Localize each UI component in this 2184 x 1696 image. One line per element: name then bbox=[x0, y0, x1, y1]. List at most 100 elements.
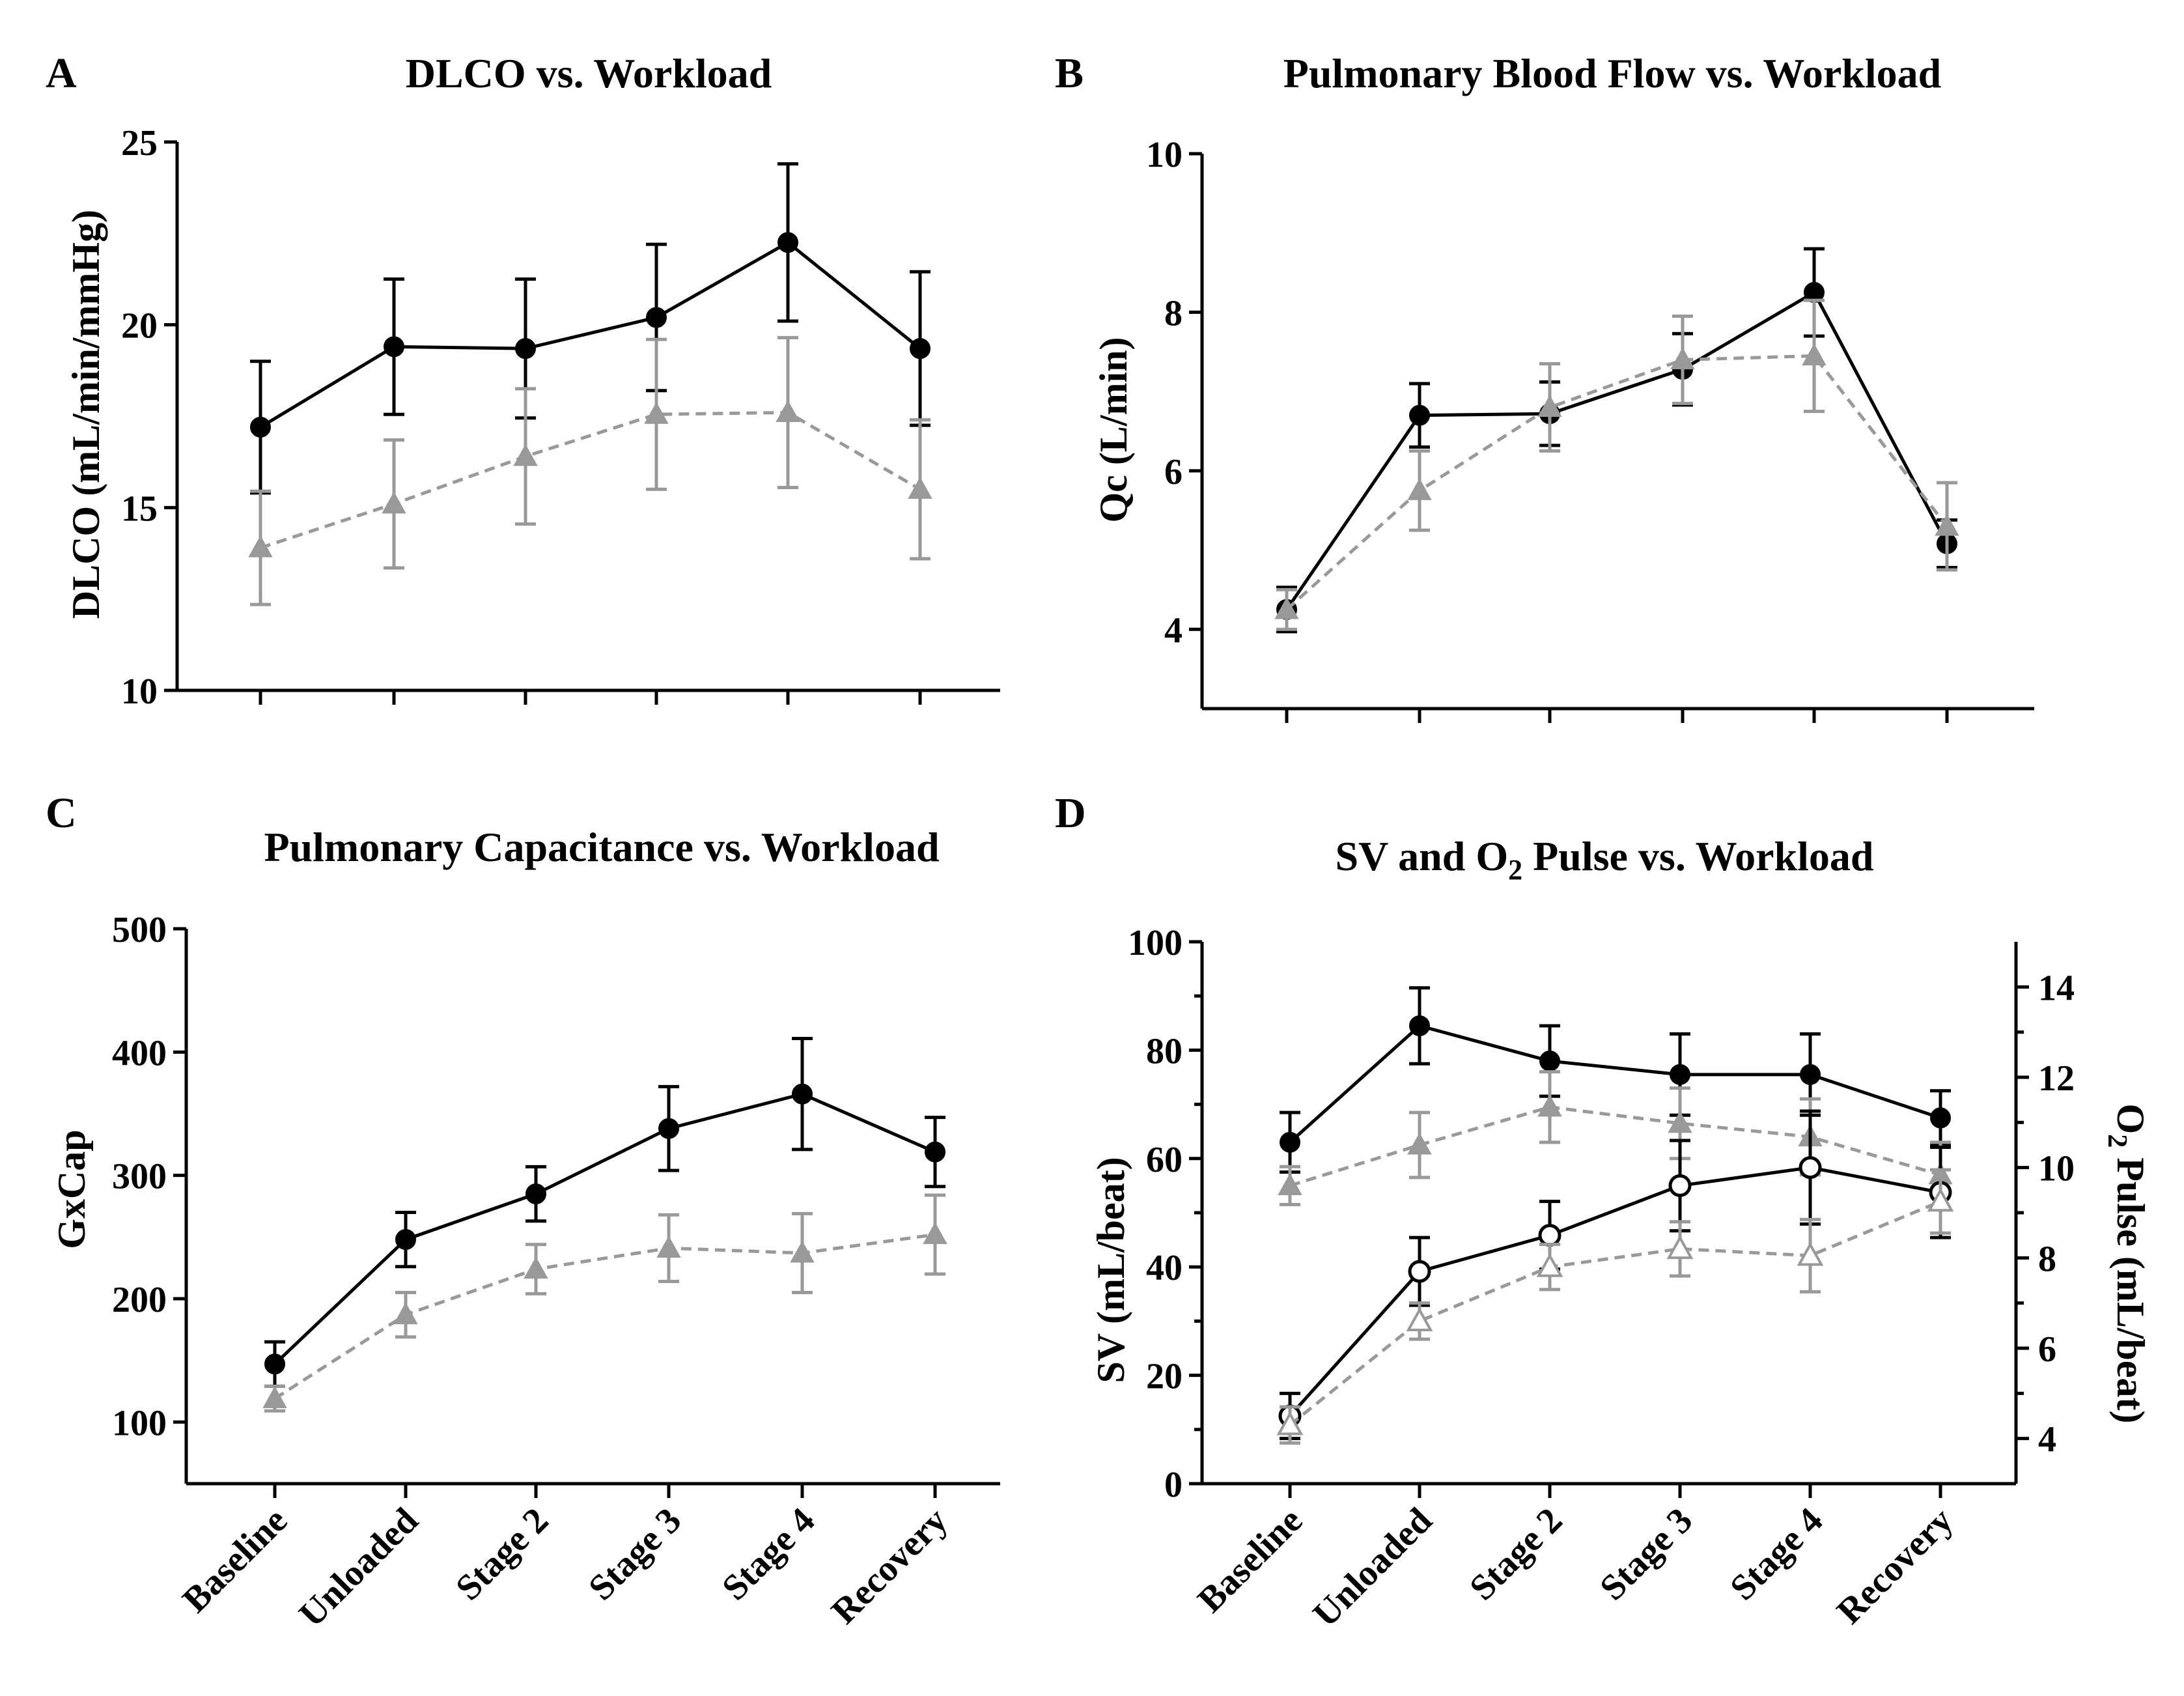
panel-a-title: DLCO vs. Workload bbox=[406, 50, 772, 96]
panel-a-y-tick-label: 20 bbox=[121, 306, 158, 346]
panel-c-group-2-marker bbox=[923, 1222, 947, 1245]
panel-b-group-2-marker bbox=[1407, 478, 1432, 500]
panel-c-category-label: Recovery bbox=[824, 1500, 955, 1632]
panel-d-o2-pulse-group-1-line bbox=[1289, 1166, 1941, 1417]
panel-c: C Pulmonary Capacitance vs. Workload GxC… bbox=[46, 789, 1000, 1635]
panel-a-group-1-line bbox=[259, 240, 921, 429]
panel-d-o2-pulse-group-2-line bbox=[1289, 1200, 1941, 1426]
panel-d-letter: D bbox=[1055, 789, 1086, 837]
panel-d-sv-group-1-marker bbox=[1280, 1131, 1300, 1153]
panel-d-sv-group-1-series bbox=[1280, 986, 1951, 1174]
panel-d-o2-pulse-group-1-marker bbox=[1668, 1174, 1692, 1197]
panel-c-group-1-marker bbox=[264, 1353, 285, 1375]
panel-d-sv-group-1-marker bbox=[1539, 1051, 1560, 1072]
panel-c-group-2-marker bbox=[656, 1236, 681, 1258]
panel-d-o2-pulse-group-2-marker bbox=[1536, 1253, 1563, 1277]
panel-d-y-tick-label: 60 bbox=[1146, 1140, 1183, 1180]
panel-c-group-2-marker bbox=[524, 1256, 548, 1279]
panel-d-y-axis-label: SV (mL/beat) bbox=[1089, 1157, 1132, 1383]
panel-d-o2-pulse-group-1-marker bbox=[1408, 1260, 1431, 1283]
panel-c-category-label: Stage 2 bbox=[448, 1500, 556, 1608]
panel-b-group-2-marker bbox=[1802, 343, 1827, 365]
panel-b-letter: B bbox=[1055, 49, 1084, 97]
panel-c-letter: C bbox=[46, 789, 77, 837]
panel-b-y-tick-label: 10 bbox=[1146, 135, 1183, 175]
panel-b-y-tick-label: 8 bbox=[1164, 293, 1183, 333]
panel-d-sv-group-2-marker bbox=[1668, 1110, 1692, 1133]
panel-d-o2-pulse-group-2-marker bbox=[1276, 1411, 1304, 1435]
panel-d-category-label: Unloaded bbox=[1306, 1500, 1440, 1635]
panel-c-group-2-marker bbox=[262, 1386, 287, 1408]
panel-d-title: SV and O2 Pulse vs. Workload bbox=[1336, 833, 1874, 886]
panel-d-category-label: Recovery bbox=[1829, 1500, 1961, 1632]
panel-a-group-2-marker bbox=[382, 491, 406, 514]
panel-c-group-2-marker bbox=[790, 1240, 815, 1263]
panel-b-title: Pulmonary Blood Flow vs. Workload bbox=[1283, 50, 1942, 96]
panel-d-right-y-axis-label: O2 Pulse (mL/beat) bbox=[2102, 1104, 2152, 1424]
panel-c-y-tick-label: 300 bbox=[112, 1157, 167, 1197]
panel-d-right-label-part-2: Pulse (mL/beat) bbox=[2109, 1148, 2152, 1423]
panel-b: B Pulmonary Blood Flow vs. Workload Qc (… bbox=[1055, 49, 2034, 723]
panel-d-sv-group-1-marker bbox=[1409, 1015, 1430, 1036]
panel-c-category-label: Stage 4 bbox=[714, 1500, 822, 1608]
panel-c-y-tick-label: 200 bbox=[112, 1280, 167, 1320]
panel-a-group-1-marker bbox=[384, 336, 404, 358]
panel-d-o2-pulse-group-1-marker bbox=[1799, 1156, 1822, 1180]
panel-d-right-y-tick-label: 8 bbox=[2038, 1239, 2056, 1279]
panel-c-y-tick-label: 500 bbox=[112, 910, 167, 950]
panel-d-right-y-tick-label: 14 bbox=[2038, 968, 2075, 1008]
panel-a-group-1-series bbox=[250, 162, 931, 495]
panel-a-group-2-marker bbox=[513, 444, 538, 466]
panel-a-group-2-marker bbox=[644, 402, 669, 424]
panel-d-category-label: Stage 4 bbox=[1722, 1500, 1830, 1608]
panel-c-y-tick-label: 100 bbox=[112, 1403, 167, 1443]
panel-d-o2-pulse-group-1-marker bbox=[1538, 1224, 1561, 1247]
panel-a-letter: A bbox=[46, 49, 77, 97]
panel-d-o2-pulse-group-2-marker bbox=[1666, 1235, 1694, 1260]
panel-c-group-1-marker bbox=[395, 1229, 416, 1251]
panel-b-group-1-line bbox=[1285, 290, 1949, 611]
panel-c-group-1-marker bbox=[925, 1141, 945, 1163]
panel-d-y-tick-label: 100 bbox=[1128, 923, 1183, 963]
panel-c-group-2-line bbox=[273, 1233, 936, 1400]
panel-c-group-1-marker bbox=[658, 1118, 679, 1139]
panel-b-group-2-marker bbox=[1274, 597, 1299, 619]
panel-a-group-2-marker bbox=[776, 400, 800, 422]
panel-b-plot bbox=[1274, 247, 1959, 634]
panel-d-o2-pulse-group-2-marker bbox=[1927, 1187, 1954, 1212]
panel-b-group-1-series bbox=[1276, 247, 1957, 634]
panel-c-y-axis-label: GxCap bbox=[50, 1129, 93, 1249]
panel-b-group-2-marker bbox=[1935, 513, 1959, 536]
panel-a-group-1-marker bbox=[515, 338, 536, 360]
panel-a-axes: 10 15 20 25 bbox=[121, 123, 1000, 712]
panel-d-plot bbox=[1276, 986, 1954, 1445]
panel-a: A DLCO vs. Workload DLCO (mL/min/mmHg) 1… bbox=[46, 49, 1000, 712]
panel-d-y-tick-label: 20 bbox=[1146, 1357, 1183, 1397]
panel-b-axes: 4 6 8 10 bbox=[1146, 135, 2034, 723]
panel-b-group-1-marker bbox=[1409, 404, 1430, 426]
panel-a-group-1-marker bbox=[910, 338, 931, 360]
panel-d-y-tick-label: 0 bbox=[1164, 1465, 1183, 1505]
panel-c-y-tick-label: 400 bbox=[112, 1033, 167, 1073]
panel-d-o2-pulse-group-2-series bbox=[1276, 1168, 1954, 1445]
panel-a-y-tick-label: 15 bbox=[121, 488, 158, 529]
panel-d-sv-group-2-series bbox=[1278, 1070, 1953, 1209]
panel-a-group-2-line bbox=[260, 410, 921, 550]
panel-c-group-1-marker bbox=[792, 1083, 813, 1105]
panel-d: D SV and O2 Pulse vs. Workload SV (mL/be… bbox=[1055, 789, 2152, 1635]
panel-d-right-label-part-1: O bbox=[2109, 1104, 2152, 1135]
panel-c-category-label: Unloaded bbox=[292, 1500, 427, 1635]
panel-d-y-tick-label: 80 bbox=[1146, 1031, 1183, 1071]
panel-d-category-label: Stage 3 bbox=[1592, 1500, 1700, 1608]
panel-a-group-2-marker bbox=[908, 477, 932, 499]
panel-c-category-label: Stage 3 bbox=[581, 1500, 689, 1608]
panel-c-group-1-marker bbox=[525, 1183, 546, 1205]
panel-c-title: Pulmonary Capacitance vs. Workload bbox=[264, 824, 939, 870]
panel-a-plot bbox=[248, 162, 932, 606]
panel-d-sv-group-1-line bbox=[1289, 1024, 1941, 1144]
panel-d-title-part-1: SV and O bbox=[1336, 833, 1509, 879]
panel-a-y-axis-label: DLCO (mL/min/mmHg) bbox=[64, 210, 107, 619]
